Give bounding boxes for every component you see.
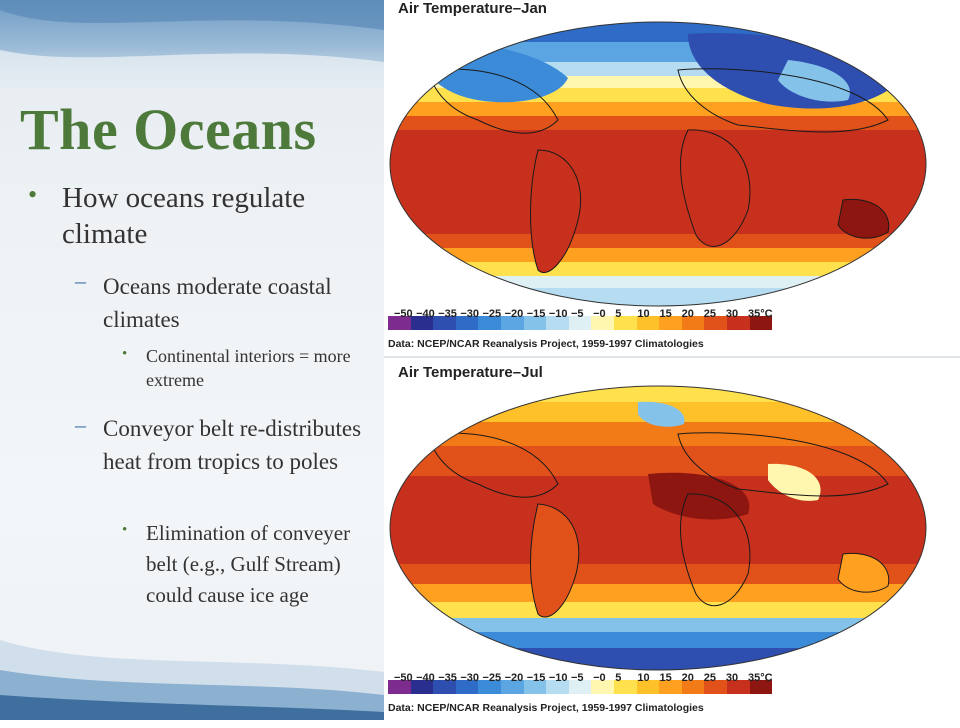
footer-wave xyxy=(0,640,384,720)
legend-swatch xyxy=(433,680,456,694)
bullet-level3-text: Elimination of conveyer belt (e.g., Gulf… xyxy=(146,521,351,607)
bullet-level3-text: Continental interiors = more extreme xyxy=(146,346,351,390)
map-title: Air Temperature–Jan xyxy=(398,0,547,17)
dash-marker: – xyxy=(75,412,86,437)
data-credit: Data: NCEP/NCAR Reanalysis Project, 1959… xyxy=(388,338,704,350)
bullet-marker: • xyxy=(28,180,38,209)
slide-left-background xyxy=(0,0,384,720)
legend-tick-label: −35 xyxy=(438,308,457,320)
legend-swatch xyxy=(749,316,773,330)
legend-tick-label: −20 xyxy=(504,672,524,684)
legend-swatch xyxy=(613,316,637,330)
temperature-map-july xyxy=(389,385,927,671)
temperature-map-january xyxy=(389,21,927,307)
legend-color-bar xyxy=(388,680,773,694)
legend-swatch xyxy=(681,680,705,694)
legend-swatch xyxy=(591,680,614,694)
legend-tick-label: 15 xyxy=(659,308,672,320)
legend-swatch xyxy=(659,316,682,330)
color-legend xyxy=(388,680,773,728)
legend-swatch xyxy=(433,316,456,330)
slide-title: The Oceans xyxy=(20,97,317,162)
legend-tick-label: −5 xyxy=(571,308,584,320)
legend-tick-label: −15 xyxy=(526,672,546,684)
legend-swatch xyxy=(613,680,637,694)
legend-color-bar xyxy=(388,316,773,330)
legend-tick-labels: −50 −40 −35 −30 −25 −20 −15 −10 −5 −0 5 10 15 20 25 30 3… xyxy=(388,308,773,324)
legend-tick-label: 20 xyxy=(681,672,694,684)
dash-marker: – xyxy=(75,268,86,293)
legend-tick-label: −15 xyxy=(526,308,546,320)
legend-swatch xyxy=(704,316,727,330)
panel-divider xyxy=(384,356,960,358)
bullet-level2-text: Conveyor belt re-distributes heat from t… xyxy=(103,416,362,474)
legend-swatch xyxy=(749,680,773,694)
legend-swatch xyxy=(410,316,434,330)
legend-swatch xyxy=(500,680,524,694)
legend-tick-label: −40 xyxy=(416,308,435,320)
legend-tick-label: 15 xyxy=(659,672,672,684)
map-panel-july: Air Temperature–Jul xyxy=(384,360,960,720)
legend-tick-label: −30 xyxy=(460,308,480,320)
legend-tick-label: 10 xyxy=(637,308,650,320)
legend-tick-label: 5 xyxy=(615,308,622,320)
legend-tick-label: 5 xyxy=(615,672,622,684)
data-credit: Data: NCEP/NCAR Reanalysis Project, 1959… xyxy=(388,702,704,714)
legend-tick-label: −0 xyxy=(593,308,606,320)
legend-tick-label: −50 xyxy=(394,308,413,320)
legend-swatch xyxy=(681,316,705,330)
legend-tick-label: −30 xyxy=(460,672,480,684)
legend-swatch xyxy=(636,316,660,330)
legend-swatch xyxy=(546,316,569,330)
legend-swatch xyxy=(659,680,682,694)
legend-swatch xyxy=(455,680,479,694)
legend-tick-label: 25 xyxy=(703,672,716,684)
legend-tick-label: −20 xyxy=(504,308,524,320)
legend-tick-label: −5 xyxy=(571,672,584,684)
legend-tick-label: 35°C xyxy=(748,672,773,684)
legend-swatch xyxy=(478,680,501,694)
legend-tick-label: −10 xyxy=(548,308,568,320)
legend-swatch xyxy=(726,316,750,330)
legend-swatch xyxy=(546,680,569,694)
legend-swatch xyxy=(704,680,727,694)
map-panel-january: Air Temperature–Jan xyxy=(384,0,960,356)
legend-tick-label: −25 xyxy=(482,308,502,320)
legend-swatch xyxy=(726,680,750,694)
legend-tick-label: −50 xyxy=(394,672,413,684)
legend-swatch xyxy=(388,316,411,330)
legend-swatch xyxy=(568,316,592,330)
legend-tick-labels: −50 −40 −35 −30 −25 −20 −15 −10 −5 −0 5 10 15 20 25 30 3… xyxy=(388,672,773,688)
legend-tick-label: 25 xyxy=(703,308,716,320)
legend-swatch xyxy=(410,680,434,694)
legend-swatch xyxy=(478,316,501,330)
legend-tick-label: −35 xyxy=(438,672,457,684)
legend-tick-label: 30 xyxy=(725,672,739,684)
legend-swatch xyxy=(568,680,592,694)
legend-tick-label: −40 xyxy=(416,672,435,684)
bullet-marker: • xyxy=(122,346,128,362)
legend-swatch xyxy=(636,680,660,694)
legend-tick-label: 10 xyxy=(637,672,650,684)
legend-tick-label: 20 xyxy=(681,308,694,320)
legend-tick-label: 30 xyxy=(725,308,739,320)
bullet-list: • How oceans regulate climate – Oceans m… xyxy=(0,0,384,720)
legend-swatch xyxy=(455,316,479,330)
bullet-level2-text: Oceans moderate coastal climates xyxy=(103,274,332,332)
legend-swatch xyxy=(388,680,411,694)
legend-tick-label: −25 xyxy=(482,672,502,684)
color-legend xyxy=(388,316,773,364)
legend-tick-label: −10 xyxy=(548,672,568,684)
legend-tick-label: −0 xyxy=(593,672,606,684)
legend-swatch xyxy=(500,316,524,330)
legend-swatch xyxy=(523,316,547,330)
bullet-marker: • xyxy=(122,522,128,538)
legend-swatch xyxy=(591,316,614,330)
legend-tick-label: 35°C xyxy=(748,308,773,320)
legend-swatch xyxy=(523,680,547,694)
header-wave-band xyxy=(0,0,384,88)
bullet-level1-text: How oceans regulate climate xyxy=(62,182,306,250)
map-title: Air Temperature–Jul xyxy=(398,364,543,381)
